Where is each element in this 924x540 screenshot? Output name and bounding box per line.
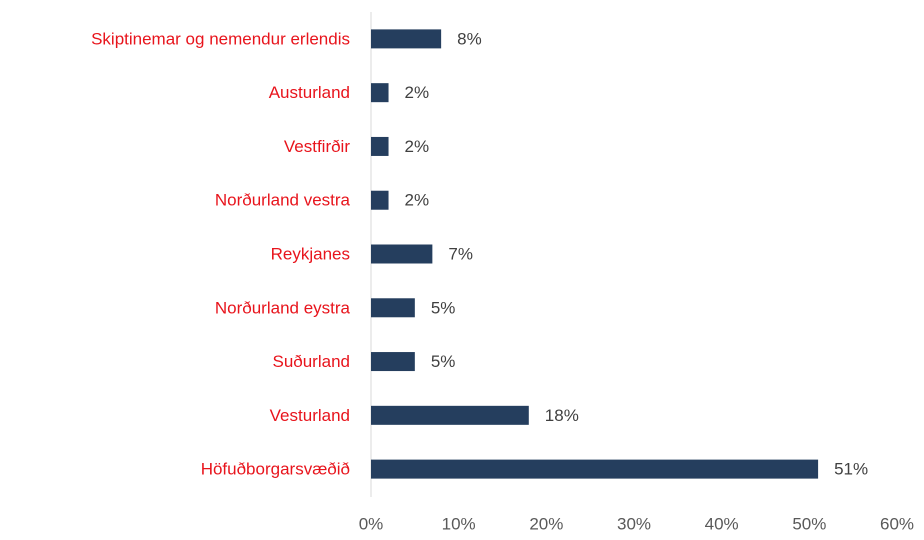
x-tick-label: 20% [529,514,563,533]
category-label: Suðurland [272,352,350,371]
bar [371,29,442,49]
x-tick-label: 40% [705,514,739,533]
value-label: 7% [448,244,473,263]
category-label: Höfuðborgarsvæðið [201,460,350,479]
value-label: 5% [431,352,456,371]
bar [371,352,415,372]
value-label: 5% [431,298,456,317]
category-label: Norðurland eystra [215,298,351,317]
x-tick-label: 10% [442,514,476,533]
value-label: 2% [405,83,430,102]
category-label: Norðurland vestra [215,191,351,210]
category-label: Skiptinemar og nemendur erlendis [91,29,350,48]
value-label: 2% [405,191,430,210]
bar [371,244,433,264]
bar [371,190,389,210]
value-label: 51% [834,460,868,479]
x-tick-label: 30% [617,514,651,533]
bar [371,405,529,425]
bar [371,136,389,156]
x-tick-label: 50% [792,514,826,533]
x-tick-label: 60% [880,514,914,533]
bar [371,459,819,479]
category-label: Vestfirðir [284,137,350,156]
value-label: 8% [457,29,482,48]
category-label: Reykjanes [271,244,350,263]
value-label: 2% [405,137,430,156]
bar [371,298,415,318]
value-label: 18% [545,406,579,425]
category-label: Austurland [269,83,350,102]
category-label: Vesturland [270,406,350,425]
bar [371,83,389,103]
x-tick-label: 0% [359,514,384,533]
